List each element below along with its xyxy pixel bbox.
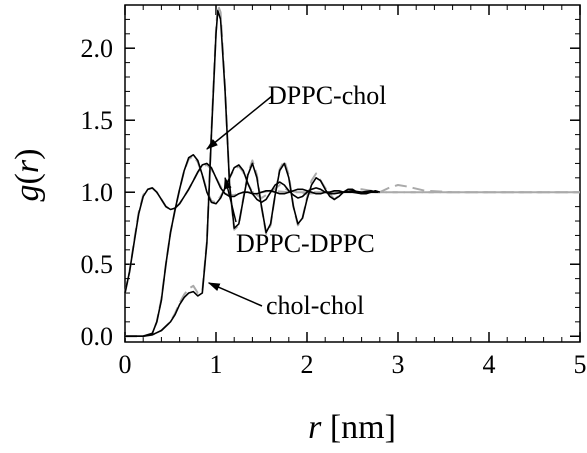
x-tick-label: 2	[301, 350, 314, 379]
series-group	[124, 4, 580, 338]
x-tick-label: 5	[574, 350, 587, 379]
series-line-dppc-dppc	[124, 162, 378, 294]
annotation-arrow-chol-chol	[207, 282, 263, 307]
annotation-arrow-dppc-chol	[206, 95, 273, 150]
y-tick-label: 2.0	[81, 34, 114, 63]
annotation-label-chol-chol: chol-chol	[266, 291, 364, 320]
plot-frame	[124, 4, 581, 343]
x-tick-label: 4	[483, 350, 496, 379]
annotation-arrow-dppc-dppc	[223, 176, 237, 223]
y-axis-label: g(r)	[9, 149, 46, 202]
y-tick-label: 0.5	[81, 250, 114, 279]
y-tick-label: 0.0	[81, 322, 114, 351]
annotation-label-dppc-dppc: DPPC-DPPC	[236, 229, 375, 258]
annotations: DPPC-chol DPPC-DPPC chol-chol	[206, 81, 386, 320]
x-tick-label: 0	[119, 350, 132, 379]
series-line-dppc-chol	[125, 154, 379, 337]
y-tick-label: 1.0	[81, 178, 114, 207]
series-line-chol-chol	[125, 10, 381, 337]
annotation-label-dppc-chol: DPPC-chol	[268, 81, 386, 110]
axis-ticks: 0 1 2 3 4 5 0.0 0.5 1.0 1.5 2.0	[81, 4, 587, 379]
y-tick-label: 1.5	[81, 106, 114, 135]
x-axis-label: r [nm]	[308, 409, 396, 446]
x-tick-label: 1	[210, 350, 223, 379]
x-tick-label: 3	[392, 350, 405, 379]
